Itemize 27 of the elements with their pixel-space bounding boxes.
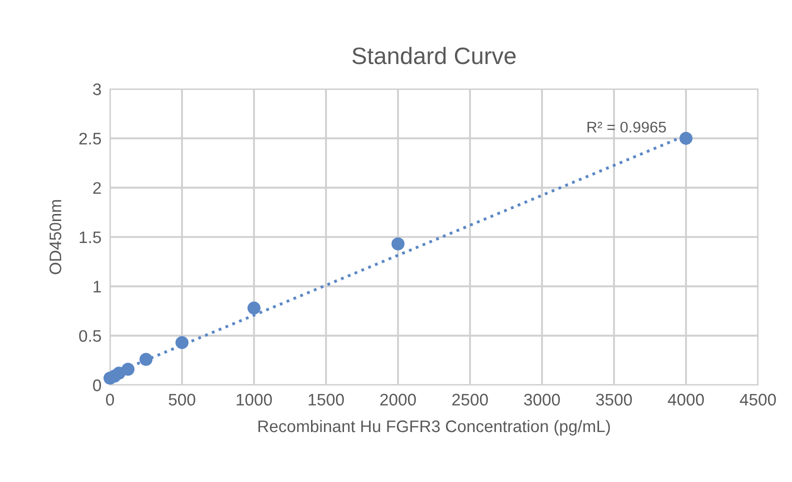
point [175,336,189,350]
x-tick-label: 2500 [452,394,488,406]
point [679,132,693,145]
x-tick-label: 1500 [308,394,344,406]
x-tick-label: 2000 [380,394,416,406]
y-tick-label: 2 [93,182,101,194]
annotation: R² = 0.9965 [588,122,666,133]
chart-title: Standard Curve [352,46,516,64]
y-tick-label: 2.5 [79,132,101,145]
y-axis-title: OD450nm [50,200,62,274]
y-tick-label: 0.5 [79,330,101,342]
point [139,352,153,366]
x-axis-title: Recombinant Hu FGFR3 Concentration (pg/mL) [258,420,610,436]
x-tick-label: 0 [106,394,114,406]
x-tick-label: 500 [168,394,196,406]
point [121,362,135,376]
x-tick-label: 4500 [740,394,776,406]
y-tick-label: 1 [94,280,101,292]
point [247,302,261,315]
y-tick-label: 1.5 [80,232,101,244]
point [391,237,405,250]
y-tick-label: 3 [93,83,101,96]
x-tick-label: 4000 [668,394,704,406]
x-tick-label: 1000 [236,394,272,406]
x-tick-label: 3000 [524,394,560,406]
x-tick-label: 3500 [596,394,632,406]
y-tick-label: 0 [93,379,102,392]
